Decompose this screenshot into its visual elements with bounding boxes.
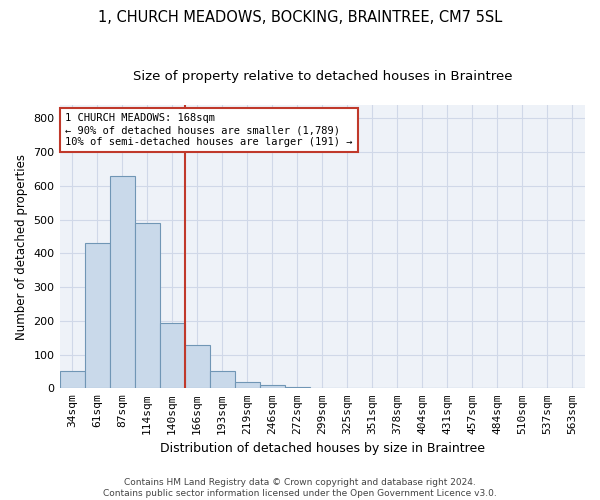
Bar (110, 176, 134, 388)
Text: Contains HM Land Registry data © Crown copyright and database right 2024.
Contai: Contains HM Land Registry data © Crown c… (103, 478, 497, 498)
Bar (260, 385, 285, 388)
Text: 1, CHURCH MEADOWS, BOCKING, BRAINTREE, CM7 5SL: 1, CHURCH MEADOWS, BOCKING, BRAINTREE, C… (98, 10, 502, 25)
Bar (285, 386, 310, 388)
Text: 1 CHURCH MEADOWS: 168sqm
← 90% of detached houses are smaller (1,789)
10% of sem: 1 CHURCH MEADOWS: 168sqm ← 90% of detach… (65, 114, 352, 146)
Bar (59, 372, 85, 388)
Bar (235, 382, 260, 388)
Bar (209, 372, 235, 388)
Bar (160, 322, 185, 388)
Bar (185, 345, 209, 389)
X-axis label: Distribution of detached houses by size in Braintree: Distribution of detached houses by size … (160, 442, 485, 455)
Y-axis label: Number of detached properties: Number of detached properties (15, 154, 28, 340)
Bar (85, 244, 110, 388)
Title: Size of property relative to detached houses in Braintree: Size of property relative to detached ho… (133, 70, 512, 83)
Bar (134, 223, 160, 388)
